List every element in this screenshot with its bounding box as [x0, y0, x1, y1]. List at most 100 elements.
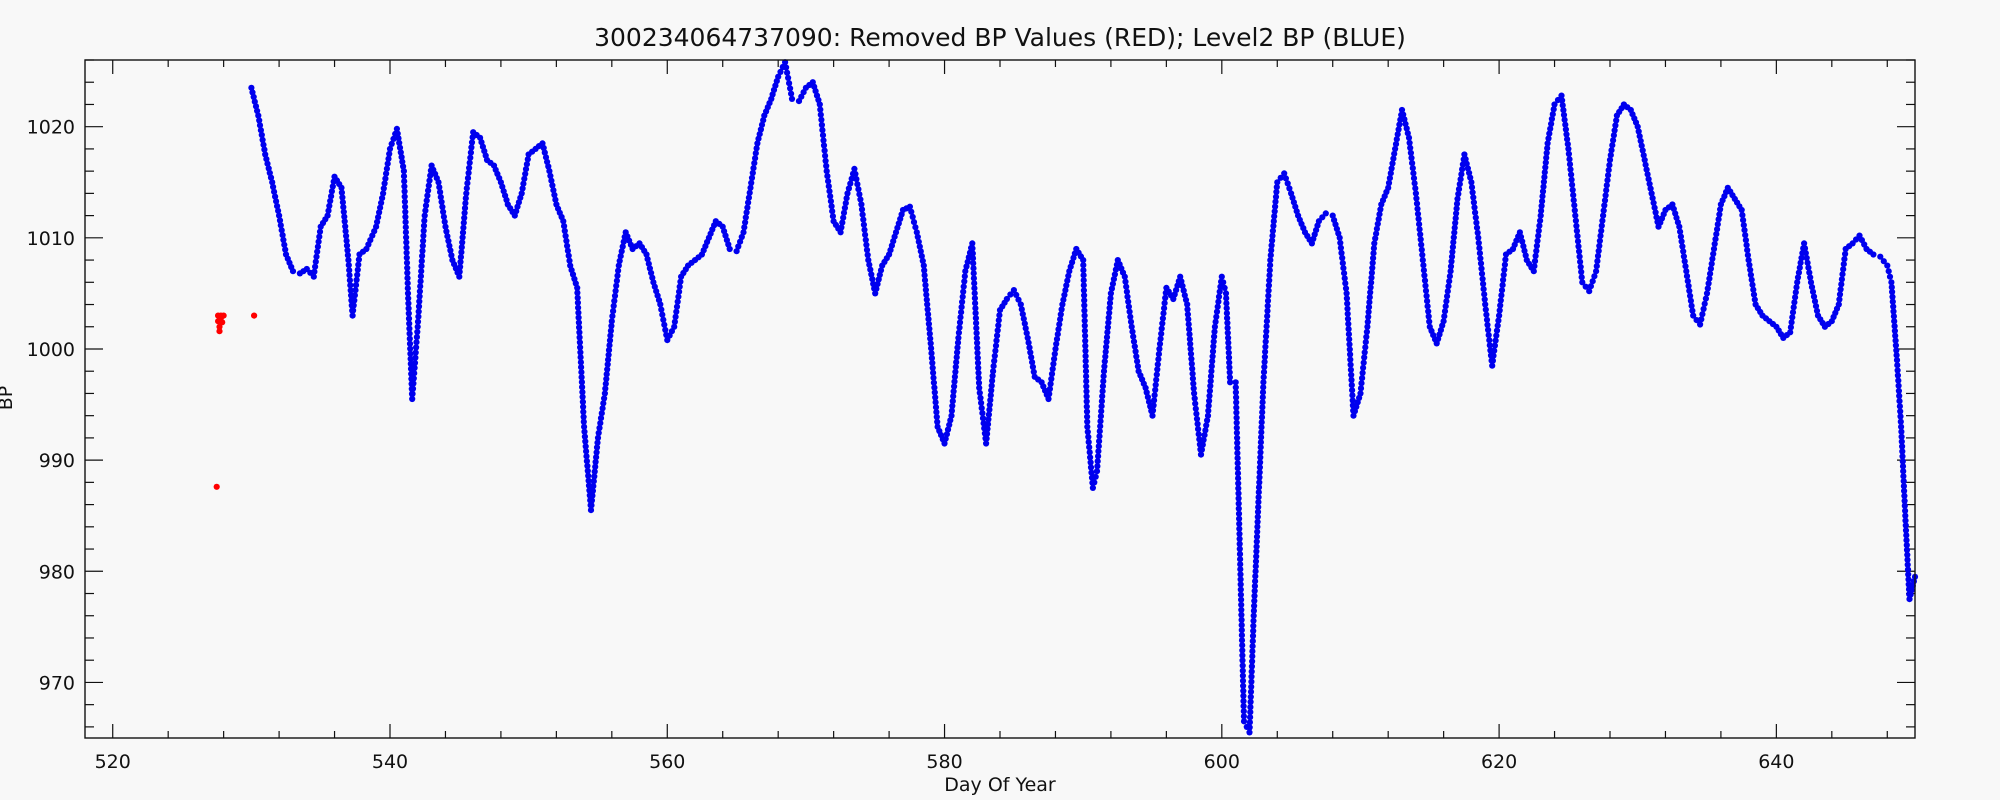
- data-point: [1235, 500, 1242, 507]
- data-point: [1605, 167, 1612, 174]
- data-point: [1570, 192, 1577, 199]
- data-point: [560, 218, 567, 225]
- data-point: [1081, 312, 1088, 319]
- data-point: [354, 266, 361, 273]
- data-point: [1193, 415, 1201, 422]
- data-point: [787, 85, 794, 92]
- data-point: [1087, 464, 1095, 471]
- data-point: [1346, 341, 1353, 348]
- data-point: [1232, 384, 1239, 391]
- data-point: [1576, 253, 1583, 260]
- data-point: [1207, 382, 1214, 390]
- data-point: [255, 112, 262, 119]
- data-point: [415, 313, 422, 320]
- data-point: [930, 379, 938, 386]
- data-point: [1051, 355, 1058, 363]
- data-point: [1256, 464, 1263, 471]
- data-point: [1835, 301, 1842, 308]
- data-point: [1250, 617, 1257, 624]
- data-point: [1237, 591, 1244, 598]
- data-point: [588, 497, 596, 504]
- data-point: [1895, 387, 1902, 394]
- data-point: [1256, 474, 1263, 481]
- data-point: [1103, 343, 1110, 350]
- data-point: [1564, 141, 1571, 148]
- data-point: [1110, 276, 1117, 283]
- data-point: [927, 335, 934, 342]
- data-point: [584, 462, 591, 470]
- data-point: [1477, 255, 1484, 262]
- data-point: [1272, 193, 1280, 200]
- data-point: [1577, 263, 1584, 270]
- data-point: [673, 303, 681, 310]
- data-point: [743, 209, 750, 216]
- data-point: [1223, 295, 1230, 302]
- data-point: [1369, 259, 1376, 267]
- data-point: [1125, 298, 1132, 305]
- data-point: [1561, 116, 1568, 123]
- data-point: [1151, 392, 1158, 399]
- data-point: [1700, 305, 1707, 313]
- data-point: [378, 199, 385, 206]
- data-point: [1343, 295, 1350, 302]
- data-point: [1548, 120, 1555, 127]
- data-point: [1750, 286, 1757, 293]
- data-point: [352, 282, 360, 289]
- data-point: [674, 298, 681, 305]
- data-point: [315, 238, 322, 245]
- data-point: [1418, 241, 1425, 248]
- data-point: [1746, 261, 1753, 269]
- data-point: [1250, 607, 1257, 614]
- data-point: [1236, 540, 1243, 548]
- data-point: [973, 325, 980, 332]
- data-point: [598, 410, 605, 417]
- data-point: [1187, 340, 1194, 348]
- data-point: [1426, 318, 1433, 325]
- data-point: [1405, 134, 1413, 141]
- data-point: [388, 140, 395, 147]
- data-point: [411, 359, 419, 366]
- data-point: [435, 179, 442, 186]
- data-point: [918, 253, 925, 260]
- data-point: [1212, 318, 1219, 325]
- data-point: [327, 197, 334, 205]
- data-point: [984, 425, 991, 433]
- data-point: [925, 316, 932, 323]
- data-point: [786, 80, 793, 87]
- data-point: [986, 401, 993, 408]
- data-point: [1103, 334, 1111, 341]
- data-point: [1220, 279, 1227, 286]
- data-point: [1127, 318, 1135, 325]
- data-point: [960, 283, 967, 290]
- data-point: [752, 150, 759, 157]
- data-point: [960, 288, 967, 295]
- data-point: [324, 212, 331, 219]
- data-point: [1233, 394, 1240, 401]
- data-point: [1563, 131, 1570, 138]
- data-point: [1081, 292, 1088, 299]
- data-point: [1385, 184, 1392, 191]
- data-point: [1570, 197, 1577, 204]
- data-point: [1902, 522, 1909, 529]
- data-point: [1390, 155, 1397, 162]
- data-point: [993, 337, 1000, 344]
- data-point: [1415, 215, 1422, 223]
- data-point: [254, 107, 261, 114]
- data-point: [1420, 262, 1427, 269]
- data-point: [1572, 217, 1579, 224]
- data-point: [1454, 195, 1461, 202]
- data-point: [338, 189, 345, 196]
- data-point: [1240, 682, 1247, 690]
- data-point: [909, 213, 916, 220]
- data-point: [1900, 478, 1907, 485]
- data-point: [987, 397, 994, 404]
- data-point: [415, 303, 423, 310]
- data-point: [1536, 222, 1543, 229]
- data-point: [978, 399, 985, 407]
- data-point: [1377, 206, 1384, 213]
- data-point: [1060, 296, 1067, 303]
- data-point: [271, 188, 278, 195]
- data-point: [816, 101, 823, 108]
- data-point: [407, 350, 414, 357]
- data-point: [1343, 290, 1350, 297]
